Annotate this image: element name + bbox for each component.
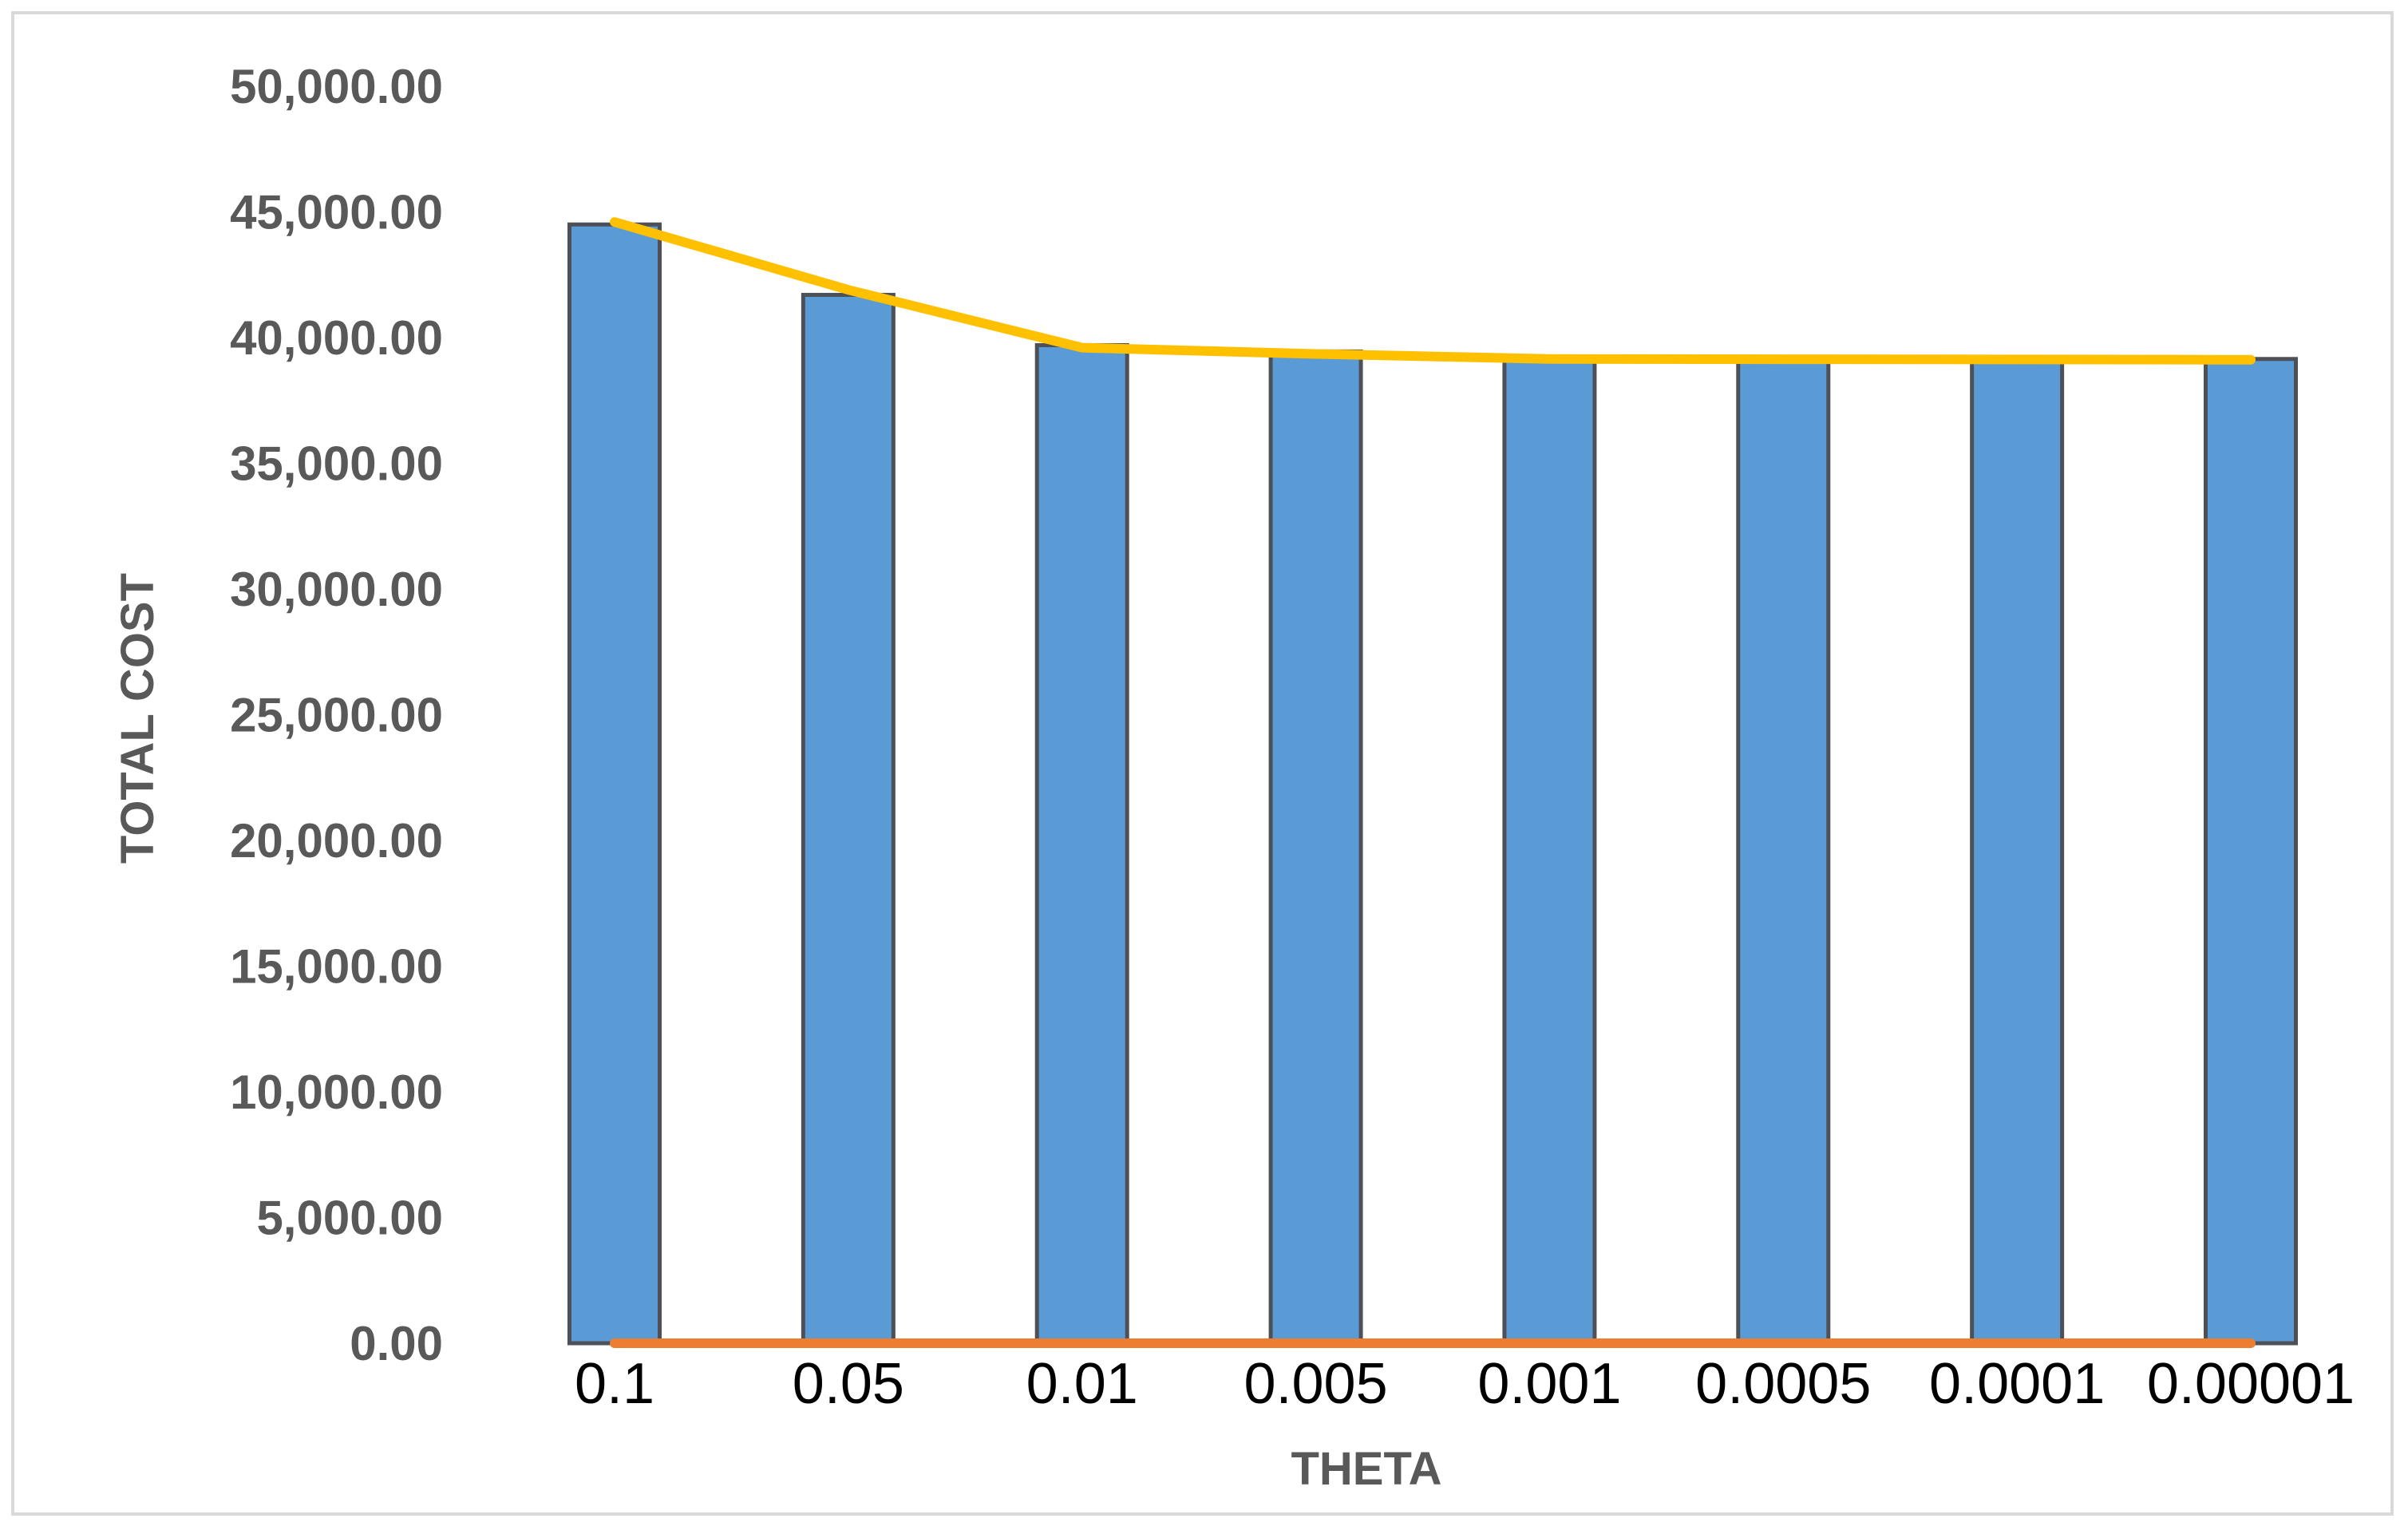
y-tick-label: 25,000.00: [230, 689, 443, 742]
y-tick-label: 50,000.00: [230, 60, 443, 113]
y-tick-label: 45,000.00: [230, 186, 443, 239]
y-tick-label: 30,000.00: [230, 563, 443, 616]
y-tick-label: 5,000.00: [256, 1192, 443, 1245]
bar: [1502, 354, 1597, 1346]
x-tick-label: 0.01: [1026, 1352, 1138, 1416]
bar: [1268, 349, 1363, 1346]
bar: [2204, 357, 2298, 1346]
y-tick-label: 40,000.00: [230, 311, 443, 365]
x-tick-label: 0.0005: [1695, 1352, 1871, 1416]
x-tick-label: 0.001: [1477, 1352, 1621, 1416]
line-series: [610, 217, 2256, 1348]
x-axis-ticks: 0.1 0.05 0.01 0.005 0.001 0.0005 0.0001 0.00001: [575, 1352, 2355, 1416]
series-line: [610, 217, 2256, 365]
x-tick-label: 0.0001: [1929, 1352, 2105, 1416]
bar: [1034, 342, 1129, 1346]
bar-series: [567, 222, 2298, 1346]
y-axis-ticks: 0.00 5,000.00 10,000.00 15,000.00 20,000.00 2…: [230, 60, 443, 1370]
x-tick-label: 0.1: [575, 1352, 654, 1416]
bar: [567, 222, 662, 1346]
bar: [801, 292, 896, 1346]
y-tick-label: 35,000.00: [230, 437, 443, 491]
y-tick-label: 10,000.00: [230, 1065, 443, 1119]
bar: [1970, 356, 2065, 1346]
y-axis-title: TOTAL COST: [112, 573, 164, 864]
x-tick-label: 0.00001: [2147, 1352, 2355, 1416]
x-axis-title: THETA: [1291, 1443, 1441, 1495]
y-tick-label: 0.00: [350, 1317, 443, 1370]
bar: [1736, 355, 1831, 1346]
y-tick-label: 15,000.00: [230, 940, 443, 994]
y-tick-label: 20,000.00: [230, 814, 443, 868]
x-tick-label: 0.05: [793, 1352, 904, 1416]
x-tick-label: 0.005: [1244, 1352, 1387, 1416]
